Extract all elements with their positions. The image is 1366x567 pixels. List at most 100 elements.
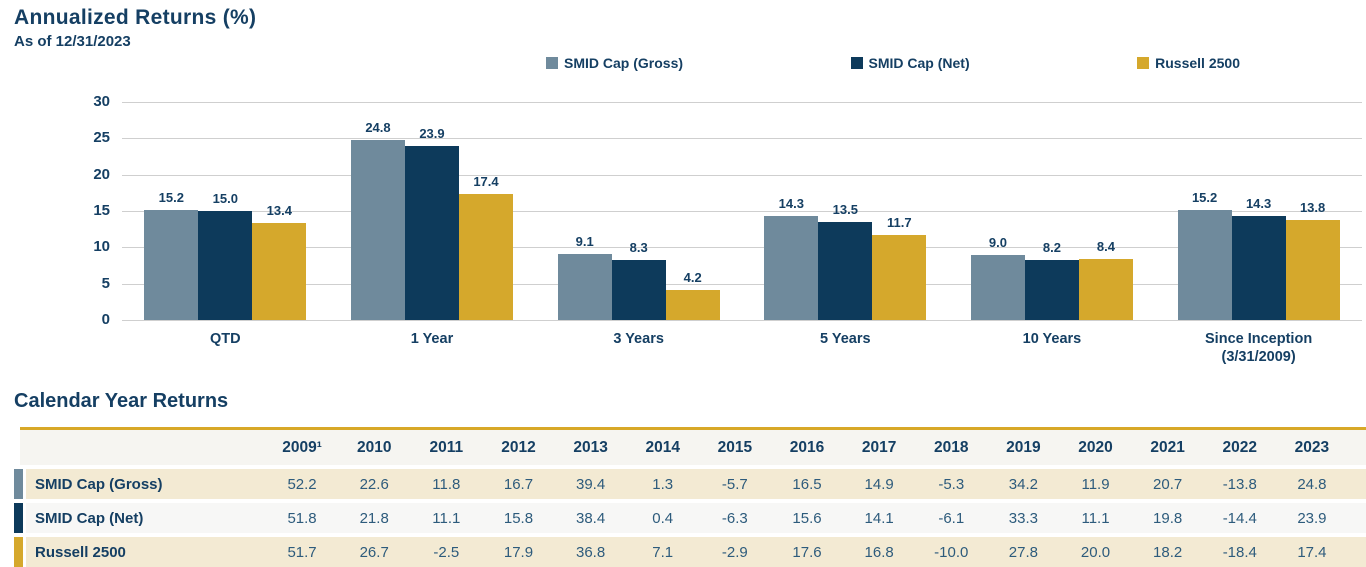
y-tick-label: 10 (93, 238, 110, 256)
value-cell: 11.1 (1081, 509, 1110, 527)
value-cell: 34.2 (1008, 475, 1038, 493)
y-tick-label: 5 (101, 274, 110, 292)
year-column-header: 2013 (573, 438, 608, 456)
bar-value-label: 8.2 (1042, 240, 1061, 256)
year-column-header: 2020 (1078, 438, 1113, 456)
legend-swatch-icon (1137, 57, 1150, 69)
legend-swatch-icon (850, 57, 863, 69)
value-cell: 17.4 (1297, 543, 1327, 561)
bar-value-label: 17.4 (473, 173, 499, 189)
bar: 15.0 (198, 191, 253, 320)
value-cell: 26.7 (359, 543, 389, 561)
year-column-header: 2016 (789, 438, 825, 456)
y-tick-label: 0 (101, 311, 110, 328)
bar-value-label: 14.3 (1245, 196, 1272, 212)
value-cell: 1.3 (652, 475, 674, 493)
row-label: SMID Cap (Gross) (35, 475, 163, 493)
value-cell: 16.5 (792, 475, 822, 493)
year-column-header: 2010 (356, 438, 392, 456)
row-label: Russell 2500 (35, 543, 126, 561)
value-cell: -2.5 (433, 543, 460, 561)
gridline (122, 283, 1362, 285)
legend-swatch-icon (546, 57, 558, 69)
value-cell: -14.4 (1222, 509, 1257, 527)
value-cell: -6.3 (721, 509, 748, 527)
bar-value-label: 9.0 (988, 234, 1007, 250)
table-body: SMID Cap (Gross) 52.2 22.6 11.8 16.7 39.4 1.3 -… (12, 469, 1366, 567)
x-axis-label: Since Inception (3/31/2009) (1205, 331, 1313, 366)
year-column-header: 2014 (645, 438, 680, 456)
value-cell: 14.9 (864, 475, 894, 493)
value-cell: 14.1 (864, 509, 894, 527)
bar-value-label: 15.0 (212, 191, 238, 206)
year-column-header: 2022 (1222, 438, 1258, 456)
bar: 13.8 (1285, 200, 1340, 320)
year-column-header: 2017 (861, 438, 897, 456)
value-cell: 11.9 (1081, 475, 1110, 493)
value-cell: 38.4 (575, 509, 606, 527)
value-cell: -10.0 (934, 543, 969, 561)
legend-label: Russell 2500 (1155, 55, 1240, 71)
x-axis-label: 3 Years (613, 331, 664, 347)
bar-group: 9.0 8.2 8.4 (970, 102, 1133, 320)
gridline (122, 247, 1362, 249)
bar: 4.2 (665, 270, 720, 320)
value-cell: -13.8 (1222, 475, 1257, 493)
chart-legend: SMID Cap (Gross) SMID Cap (Net) Russell 25… (546, 55, 1240, 71)
bar-value-label: 15.2 (158, 189, 184, 205)
bar-value-label: 8.4 (1096, 239, 1115, 254)
bar: 15.2 (1177, 190, 1232, 320)
value-cell: 36.8 (575, 543, 606, 561)
bar-value-label: 13.5 (832, 201, 858, 217)
value-cell: 20.0 (1080, 543, 1111, 561)
bar-value-label: 9.1 (575, 233, 594, 249)
bar-group: 24.8 23.9 17.4 (350, 102, 513, 320)
legend-label: SMID Cap (Net) (868, 55, 970, 71)
year-column-header: 2015 (717, 438, 753, 456)
table-title: Calendar Year Returns (14, 390, 229, 412)
bar-value-label: 14.3 (778, 196, 804, 212)
bar-group: 15.2 15.0 13.4 (144, 102, 307, 320)
year-column-header: 2019 (1006, 438, 1041, 456)
value-cell: 20.7 (1153, 475, 1183, 493)
bar-group: 14.3 13.5 11.7 (764, 102, 927, 320)
year-column-header: 2012 (501, 438, 536, 456)
table-row: SMID Cap (Net) 51.8 21.8 11.1 15.8 38.4 0.4 -6.… (14, 503, 1366, 533)
y-tick-label: 15 (93, 202, 110, 219)
value-cell: 39.4 (575, 475, 606, 493)
bar-groups: 15.2 15.0 13.4 24.8 23.9 17.4 9.1 8.3 4.2 14.3 13.… (122, 102, 1362, 320)
value-cell: -5.3 (938, 475, 965, 493)
gridline (122, 211, 1362, 212)
value-cell: 27.8 (1008, 543, 1038, 561)
value-cell: 19.8 (1153, 509, 1183, 527)
value-cell: 16.8 (864, 543, 894, 561)
bar: 9.0 (970, 235, 1025, 320)
bar: 8.3 (611, 240, 666, 320)
table-header-row: 2009¹ 2010 2011 2012 2013 2014 2015 2016 2017 201… (20, 430, 1366, 465)
value-cell: 15.6 (792, 509, 822, 527)
as-of-date: As of 12/31/2023 (14, 33, 131, 50)
row-color-swatch (14, 469, 23, 499)
value-cell: 0.4 (652, 509, 674, 527)
value-cell: -5.7 (721, 475, 748, 493)
value-cell: 15.8 (503, 509, 534, 527)
bar: 13.5 (818, 202, 873, 320)
value-cell: 22.6 (359, 475, 389, 493)
table-row: SMID Cap (Gross) 52.2 22.6 11.8 16.7 39.4 1.3 -… (14, 469, 1366, 499)
legend-item: Russell 2500 (1137, 55, 1240, 71)
year-column-header: 2011 (429, 438, 464, 456)
bar-value-label: 4.2 (683, 269, 702, 285)
bar: 24.8 (350, 120, 405, 320)
table-gold-border (20, 427, 1366, 430)
y-tick-label: 20 (93, 165, 110, 183)
bar-value-label: 24.8 (365, 119, 391, 135)
bar: 13.4 (252, 203, 307, 320)
table-row: Russell 2500 51.7 26.7 -2.5 17.9 36.8 7.1 -2.9 1… (14, 537, 1366, 567)
value-cell: 52.2 (287, 475, 317, 493)
value-cell: 7.1 (652, 543, 674, 561)
value-cell: 21.8 (359, 509, 389, 527)
value-cell: 11.8 (432, 475, 461, 493)
value-cell: 23.9 (1297, 509, 1327, 527)
row-color-swatch (14, 537, 23, 567)
